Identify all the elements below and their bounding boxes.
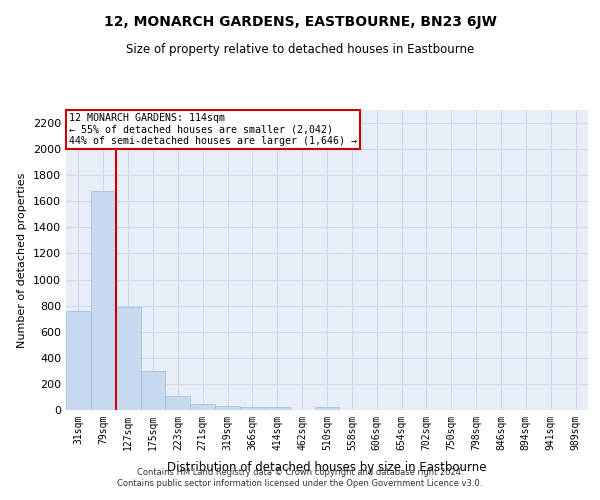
Y-axis label: Number of detached properties: Number of detached properties <box>17 172 28 348</box>
Text: Contains HM Land Registry data © Crown copyright and database right 2024.
Contai: Contains HM Land Registry data © Crown c… <box>118 468 482 487</box>
Bar <box>190 404 215 410</box>
Bar <box>215 406 240 410</box>
Bar <box>240 406 265 410</box>
Bar <box>265 408 290 410</box>
Bar <box>91 191 116 410</box>
Bar <box>314 408 340 410</box>
Bar <box>116 307 140 410</box>
Bar <box>166 396 190 410</box>
Bar <box>140 371 166 410</box>
Text: 12 MONARCH GARDENS: 114sqm
← 55% of detached houses are smaller (2,042)
44% of s: 12 MONARCH GARDENS: 114sqm ← 55% of deta… <box>68 113 356 146</box>
Text: 12, MONARCH GARDENS, EASTBOURNE, BN23 6JW: 12, MONARCH GARDENS, EASTBOURNE, BN23 6J… <box>104 15 496 29</box>
Bar <box>66 311 91 410</box>
Text: Size of property relative to detached houses in Eastbourne: Size of property relative to detached ho… <box>126 42 474 56</box>
Text: Distribution of detached houses by size in Eastbourne: Distribution of detached houses by size … <box>167 461 487 474</box>
